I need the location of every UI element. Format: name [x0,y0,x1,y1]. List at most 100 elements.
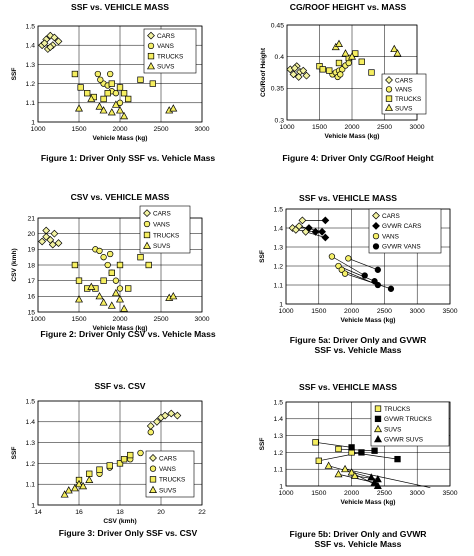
y-axis-label: CSV (kmh) [11,248,18,281]
y-tick-label: 18 [27,262,35,269]
data-point [348,52,356,60]
data-point [75,277,83,284]
data-point [347,468,356,476]
legend-marker [147,52,155,60]
data-point [169,104,178,112]
legend-label: VANS [159,466,176,473]
x-tick-label: 1000 [278,490,293,497]
legend-marker [149,476,157,483]
legend-marker [147,31,155,40]
data-point [368,69,375,76]
data-point [387,285,395,292]
data-point [358,58,365,65]
series-trucks [71,254,152,292]
series-vans [328,253,352,277]
data-point [298,216,307,225]
x-tick-label: 3500 [442,490,457,497]
legend-box [370,401,450,447]
legend-marker [372,211,380,220]
series-trucks [71,70,156,103]
legend-marker [374,405,382,412]
data-point [127,451,134,459]
data-point [345,255,352,262]
data-point [60,490,69,498]
data-point [315,457,322,464]
data-point [337,71,344,78]
x-tick-label: 2500 [377,308,392,315]
data-point [95,292,104,300]
series-trucks [316,50,375,76]
legend-label: GVWR TRUCKS [384,416,432,423]
data-point [107,108,116,116]
legend-marker [372,221,380,230]
data-point [111,100,120,108]
data-point [107,250,114,258]
data-point [374,266,381,273]
data-point [64,486,73,494]
data-point [96,466,103,473]
data-point [104,261,111,269]
data-point [75,104,83,112]
series-vans [92,246,124,292]
legend: CARS GVWR CARS VANS GVWR VANS [368,208,442,254]
legend-label: GVWR SUVS [384,437,423,444]
series-suvs [331,39,402,60]
data-point [107,301,116,309]
data-point [100,277,107,284]
data-point [348,444,355,451]
y-tick-label: 1 [31,502,35,509]
legend-label: VANS [395,87,412,94]
y-tick-label: 1.1 [26,482,36,489]
legend-marker [143,220,151,228]
data-point [50,33,59,42]
data-point [326,67,333,74]
y-tick-label: 1.4 [274,225,284,232]
data-point [137,76,144,83]
data-point [302,71,311,80]
y-tick-label: 0.4 [275,54,285,61]
y-tick-label: 16 [27,294,35,301]
data-point [394,455,401,463]
y-tick-label: 0.3 [275,117,285,124]
data-point [341,49,350,57]
y-tick-label: 1.3 [274,433,284,440]
y-axis-label: SSF [11,68,18,81]
series-suvs [75,94,178,120]
series-cars [38,31,63,53]
legend-marker [143,209,151,217]
x-tick-label: 2500 [153,126,168,133]
y-tick-label: 1.2 [26,81,36,88]
data-point [108,269,115,276]
data-point [125,95,132,103]
y-tick-label: 0.35 [271,86,284,93]
legend-marker [374,424,382,433]
legend: CARS VANS TRUCKS SUVS [145,450,195,498]
data-point [324,461,333,469]
series-gvwr-vans [361,266,395,292]
x-tick-label: 1500 [71,316,86,323]
y-tick-label: 1.5 [26,398,36,405]
y-tick-label: 1.3 [274,244,284,251]
x-axis-label: Vehicle Mass (kg) [341,499,396,506]
data-point [390,44,399,53]
data-point [120,304,129,312]
data-point [167,409,176,418]
series-gvwr-trucks [348,444,401,463]
data-point [84,90,91,97]
legend-label: TRUCKS [159,477,185,484]
data-point [116,84,124,91]
data-point [137,449,144,457]
data-point [71,261,79,269]
data-point [335,59,343,67]
data-point [335,39,343,47]
x-tick-label: 2000 [344,490,359,497]
data-point [161,411,169,420]
data-point [371,447,378,454]
y-tick-label: 1.5 [274,206,284,213]
data-point [153,417,161,426]
legend-label: VANS [153,221,170,228]
data-point [99,298,108,306]
x-tick-label: 2000 [344,124,359,131]
data-point [108,80,115,87]
